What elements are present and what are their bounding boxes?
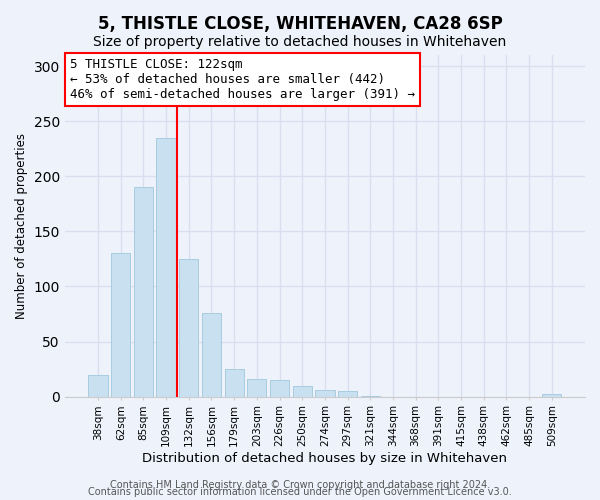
Bar xyxy=(224,369,244,396)
Bar xyxy=(202,313,221,396)
Bar xyxy=(157,138,176,396)
Bar xyxy=(315,390,335,396)
Bar xyxy=(293,386,312,396)
Bar xyxy=(247,379,266,396)
X-axis label: Distribution of detached houses by size in Whitehaven: Distribution of detached houses by size … xyxy=(142,452,508,465)
Bar xyxy=(111,254,130,396)
Bar xyxy=(542,394,562,396)
Text: Size of property relative to detached houses in Whitehaven: Size of property relative to detached ho… xyxy=(94,35,506,49)
Text: 5, THISTLE CLOSE, WHITEHAVEN, CA28 6SP: 5, THISTLE CLOSE, WHITEHAVEN, CA28 6SP xyxy=(98,15,502,33)
Y-axis label: Number of detached properties: Number of detached properties xyxy=(15,133,28,319)
Bar xyxy=(338,391,357,396)
Text: Contains HM Land Registry data © Crown copyright and database right 2024.: Contains HM Land Registry data © Crown c… xyxy=(110,480,490,490)
Text: 5 THISTLE CLOSE: 122sqm
← 53% of detached houses are smaller (442)
46% of semi-d: 5 THISTLE CLOSE: 122sqm ← 53% of detache… xyxy=(70,58,415,102)
Bar xyxy=(134,188,153,396)
Bar xyxy=(270,380,289,396)
Bar xyxy=(179,259,199,396)
Text: Contains public sector information licensed under the Open Government Licence v3: Contains public sector information licen… xyxy=(88,487,512,497)
Bar xyxy=(88,374,108,396)
